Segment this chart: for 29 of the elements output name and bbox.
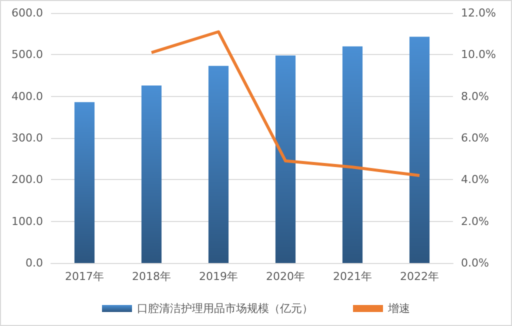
line-series [150, 30, 421, 177]
y2-tick-label: 12.0% [461, 6, 496, 20]
legend-label: 增速 [387, 302, 410, 315]
bar [74, 102, 95, 263]
y-tick-label: 300.0 [12, 132, 43, 144]
bar [342, 46, 363, 263]
x-tick-label: 2020年 [266, 270, 305, 283]
y2-tick-label: 0.0% [461, 256, 489, 270]
y-tick-label: 100.0 [12, 214, 43, 228]
y-tick-label: 600.0 [12, 6, 43, 20]
y-tick-label: 400.0 [12, 90, 43, 103]
legend-label: 口腔清洁护理用品市场规模（亿元） [137, 302, 313, 315]
bar [141, 86, 162, 263]
y2-tick-label: 10.0% [461, 48, 496, 62]
y-tick-label: 500.0 [12, 48, 43, 62]
x-tick-label: 2022年 [400, 270, 439, 283]
y2-tick-label: 6.0% [461, 132, 489, 144]
x-tick-label: 2018年 [132, 270, 171, 283]
y-tick-label: 0.0 [26, 256, 43, 270]
y2-tick-label: 4.0% [461, 173, 489, 186]
y2-tick-label: 8.0% [461, 90, 489, 103]
x-tick-label: 2019年 [199, 270, 238, 283]
bar [208, 66, 229, 263]
bar [409, 36, 430, 263]
bar [275, 56, 296, 263]
y2-tick-label: 2.0% [461, 214, 489, 228]
x-tick-label: 2017年 [65, 270, 104, 283]
x-tick-label: 2021年 [333, 270, 372, 283]
y-tick-label: 200.0 [12, 173, 43, 186]
